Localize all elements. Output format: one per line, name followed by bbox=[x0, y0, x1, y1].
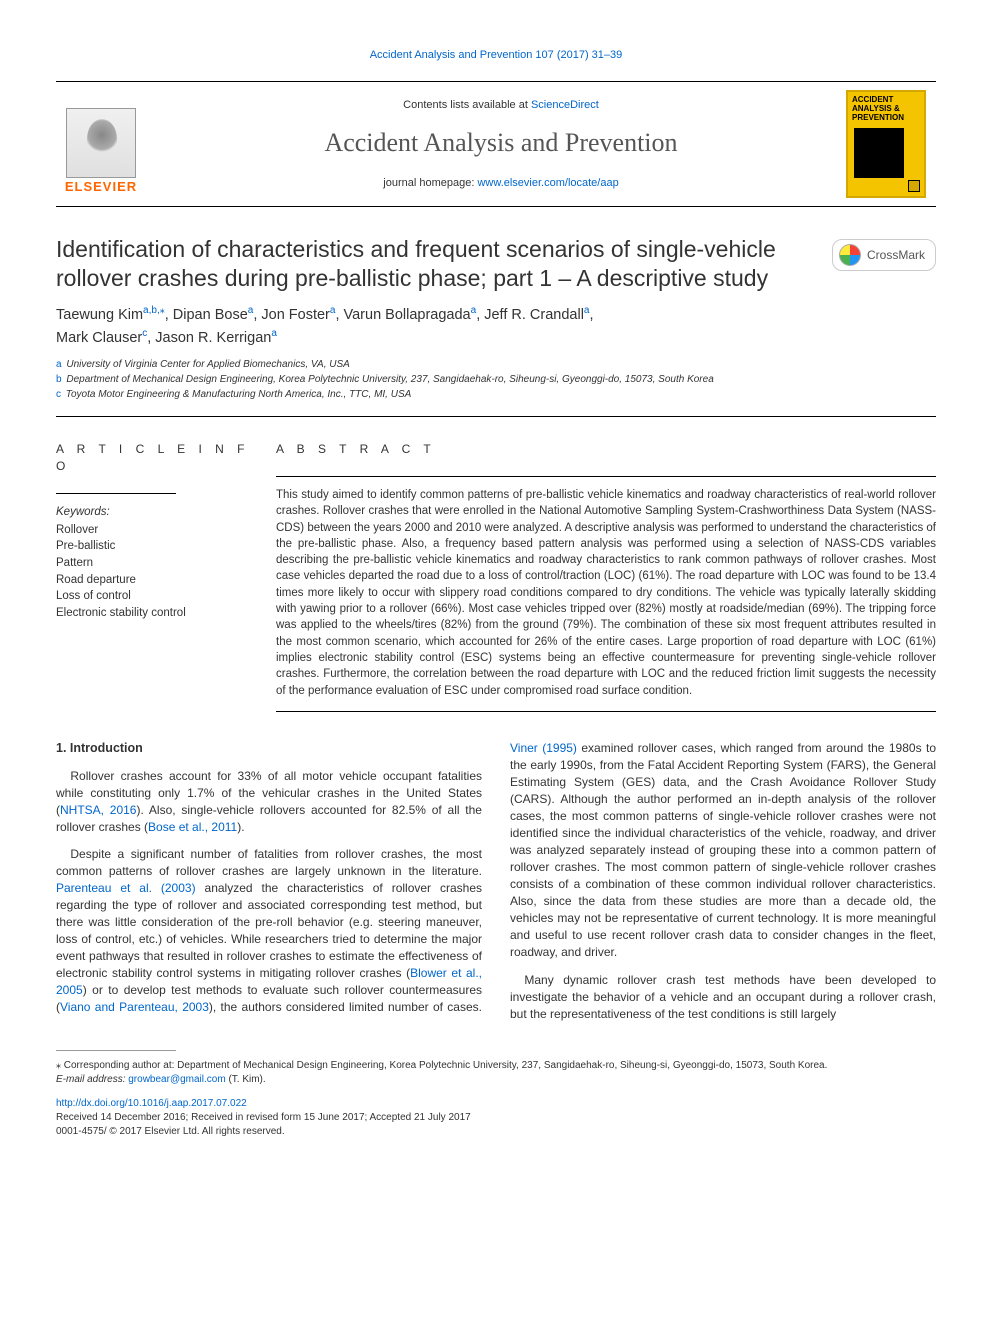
ref-nhtsa-2016[interactable]: NHTSA, 2016 bbox=[60, 803, 136, 817]
author-7: , Jason R. Kerrigan bbox=[147, 330, 271, 346]
aff-c: Toyota Motor Engineering & Manufacturing… bbox=[66, 389, 412, 400]
aff-label-c: c bbox=[56, 389, 61, 400]
section-1-heading: 1. Introduction bbox=[56, 740, 482, 758]
ref-viano-2003[interactable]: Viano and Parenteau, 2003 bbox=[60, 1000, 209, 1014]
footnote-separator bbox=[56, 1050, 176, 1051]
author-5: , Jeff R. Crandall bbox=[476, 307, 584, 323]
body-p3: Many dynamic rollover crash test methods… bbox=[510, 972, 936, 1023]
article-info-col: A R T I C L E I N F O Keywords: Rollover… bbox=[56, 441, 276, 712]
abstract-text: This study aimed to identify common patt… bbox=[276, 487, 936, 699]
corresponding-author-note: ⁎ Corresponding author at: Department of… bbox=[56, 1059, 936, 1087]
running-head-journal: Accident Analysis and Prevention bbox=[370, 49, 533, 61]
corr-text: ⁎ Corresponding author at: Department of… bbox=[56, 1060, 827, 1071]
article-history: Received 14 December 2016; Received in r… bbox=[56, 1111, 936, 1125]
aff-b: Department of Mechanical Design Engineer… bbox=[66, 374, 713, 385]
aff-a: University of Virginia Center for Applie… bbox=[66, 359, 349, 370]
body-p1: Rollover crashes account for 33% of all … bbox=[56, 768, 482, 836]
aff-label-a: a bbox=[56, 359, 62, 370]
elsevier-tree-icon bbox=[66, 108, 136, 178]
keyword-1: Pre-ballistic bbox=[56, 538, 252, 555]
cover-small-icon bbox=[908, 180, 920, 192]
p2-e: examined rollover cases, which ranged fr… bbox=[510, 741, 936, 959]
keyword-3: Road departure bbox=[56, 572, 252, 589]
cover-cell: ACCIDENT ANALYSIS & PREVENTION bbox=[836, 82, 936, 206]
info-divider bbox=[56, 493, 176, 494]
keyword-4: Loss of control bbox=[56, 588, 252, 605]
author-7-aff: a bbox=[271, 328, 277, 339]
author-list: Taewung Kima,b,⁎, Dipan Bosea, Jon Foste… bbox=[56, 303, 936, 350]
p1-c: ). bbox=[237, 820, 244, 834]
homepage-prefix: journal homepage: bbox=[383, 177, 477, 189]
aff-label-b: b bbox=[56, 374, 62, 385]
crossmark-badge[interactable]: CrossMark bbox=[832, 239, 936, 271]
journal-name: Accident Analysis and Prevention bbox=[174, 125, 828, 161]
running-head-citation: 107 (2017) 31–39 bbox=[535, 49, 622, 61]
keyword-2: Pattern bbox=[56, 555, 252, 572]
contents-prefix: Contents lists available at bbox=[403, 99, 531, 111]
doi-link[interactable]: http://dx.doi.org/10.1016/j.aap.2017.07.… bbox=[56, 1098, 247, 1109]
p2-a: Despite a significant number of fataliti… bbox=[56, 847, 482, 878]
divider-top bbox=[56, 416, 936, 417]
publisher-logo-cell: ELSEVIER bbox=[56, 82, 166, 206]
crossmark-icon bbox=[839, 244, 861, 266]
keywords-label: Keywords: bbox=[56, 504, 252, 520]
author-1-aff: a,b, bbox=[143, 305, 160, 316]
running-head-link[interactable]: Accident Analysis and Prevention 107 (20… bbox=[370, 49, 623, 61]
affiliations: a University of Virginia Center for Appl… bbox=[56, 358, 936, 402]
journal-cover-thumb: ACCIDENT ANALYSIS & PREVENTION bbox=[846, 90, 926, 198]
corr-email-link[interactable]: growbear@gmail.com bbox=[128, 1074, 225, 1085]
author-6: Mark Clauser bbox=[56, 330, 142, 346]
abstract-heading: A B S T R A C T bbox=[276, 441, 936, 458]
ref-viner-1995[interactable]: Viner (1995) bbox=[510, 741, 577, 755]
publisher-name: ELSEVIER bbox=[61, 176, 141, 198]
abstract-col: A B S T R A C T This study aimed to iden… bbox=[276, 441, 936, 712]
p2-d: ), the authors considered limited number… bbox=[209, 1000, 482, 1014]
doi-line: http://dx.doi.org/10.1016/j.aap.2017.07.… bbox=[56, 1097, 936, 1111]
elsevier-logo: ELSEVIER bbox=[56, 98, 146, 198]
keywords-list: Rollover Pre-ballistic Pattern Road depa… bbox=[56, 522, 252, 622]
email-label: E-mail address: bbox=[56, 1074, 128, 1085]
article-title: Identification of characteristics and fr… bbox=[56, 235, 832, 293]
sciencedirect-link[interactable]: ScienceDirect bbox=[531, 99, 599, 111]
author-2: , Dipan Bose bbox=[165, 307, 248, 323]
keyword-5: Electronic stability control bbox=[56, 605, 252, 622]
homepage-link[interactable]: www.elsevier.com/locate/aap bbox=[477, 177, 618, 189]
body-columns: 1. Introduction Rollover crashes account… bbox=[56, 740, 936, 1024]
running-head: Accident Analysis and Prevention 107 (20… bbox=[56, 48, 936, 63]
author-4: , Varun Bollapragada bbox=[335, 307, 470, 323]
issn-copyright: 0001-4575/ © 2017 Elsevier Ltd. All righ… bbox=[56, 1125, 936, 1139]
article-info-heading: A R T I C L E I N F O bbox=[56, 441, 252, 475]
cover-title: ACCIDENT ANALYSIS & PREVENTION bbox=[852, 96, 920, 122]
abstract-divider-bottom bbox=[276, 711, 936, 712]
author-5-aff: a bbox=[584, 305, 590, 316]
ref-parenteau-2003[interactable]: Parenteau et al. (2003) bbox=[56, 881, 196, 895]
contents-line: Contents lists available at ScienceDirec… bbox=[174, 98, 828, 113]
ref-bose-2011[interactable]: Bose et al., 2011 bbox=[148, 820, 237, 834]
journal-header: ELSEVIER Contents lists available at Sci… bbox=[56, 81, 936, 207]
crossmark-label: CrossMark bbox=[867, 247, 925, 264]
author-3: , Jon Foster bbox=[253, 307, 330, 323]
header-center: Contents lists available at ScienceDirec… bbox=[166, 82, 836, 206]
email-suffix: (T. Kim). bbox=[226, 1074, 266, 1085]
cover-image-box bbox=[854, 128, 904, 178]
homepage-line: journal homepage: www.elsevier.com/locat… bbox=[174, 176, 828, 191]
abstract-divider bbox=[276, 476, 936, 477]
keyword-0: Rollover bbox=[56, 522, 252, 539]
author-1: Taewung Kim bbox=[56, 307, 143, 323]
